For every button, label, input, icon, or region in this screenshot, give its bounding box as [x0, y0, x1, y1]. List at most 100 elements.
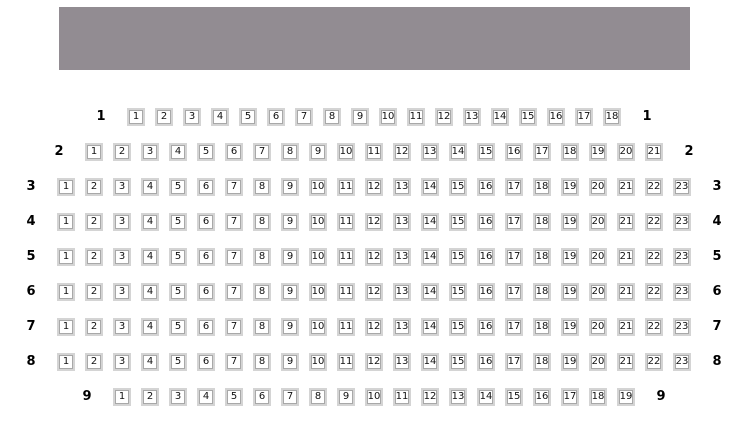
- seat[interactable]: 1: [85, 143, 103, 161]
- seat[interactable]: 14: [477, 388, 495, 406]
- seat[interactable]: 10: [379, 108, 397, 126]
- seat[interactable]: 5: [169, 178, 187, 196]
- seat[interactable]: 14: [421, 283, 439, 301]
- seat[interactable]: 13: [463, 108, 481, 126]
- seat[interactable]: 15: [449, 318, 467, 336]
- seat[interactable]: 4: [141, 178, 159, 196]
- seat[interactable]: 3: [113, 248, 131, 266]
- seat[interactable]: 10: [309, 213, 327, 231]
- seat[interactable]: 15: [477, 143, 495, 161]
- seat[interactable]: 8: [309, 388, 327, 406]
- seat[interactable]: 8: [253, 318, 271, 336]
- seat[interactable]: 15: [449, 353, 467, 371]
- seat[interactable]: 11: [337, 353, 355, 371]
- seat[interactable]: 18: [561, 143, 579, 161]
- seat[interactable]: 20: [589, 248, 607, 266]
- seat[interactable]: 5: [239, 108, 257, 126]
- seat[interactable]: 17: [505, 178, 523, 196]
- seat[interactable]: 13: [421, 143, 439, 161]
- seat[interactable]: 12: [365, 283, 383, 301]
- seat[interactable]: 19: [561, 178, 579, 196]
- seat[interactable]: 19: [561, 213, 579, 231]
- seat[interactable]: 18: [533, 283, 551, 301]
- seat[interactable]: 15: [519, 108, 537, 126]
- seat[interactable]: 8: [253, 353, 271, 371]
- seat[interactable]: 19: [617, 388, 635, 406]
- seat[interactable]: 16: [477, 248, 495, 266]
- seat[interactable]: 3: [113, 318, 131, 336]
- seat[interactable]: 21: [617, 213, 635, 231]
- seat[interactable]: 15: [505, 388, 523, 406]
- seat[interactable]: 21: [617, 318, 635, 336]
- seat[interactable]: 2: [85, 318, 103, 336]
- seat[interactable]: 21: [617, 178, 635, 196]
- seat[interactable]: 2: [155, 108, 173, 126]
- seat[interactable]: 6: [197, 178, 215, 196]
- seat[interactable]: 6: [197, 283, 215, 301]
- seat[interactable]: 20: [589, 178, 607, 196]
- seat[interactable]: 4: [169, 143, 187, 161]
- seat[interactable]: 12: [421, 388, 439, 406]
- seat[interactable]: 14: [421, 353, 439, 371]
- seat[interactable]: 4: [141, 248, 159, 266]
- seat[interactable]: 22: [645, 318, 663, 336]
- seat[interactable]: 23: [673, 213, 691, 231]
- seat[interactable]: 23: [673, 318, 691, 336]
- seat[interactable]: 6: [197, 318, 215, 336]
- seat[interactable]: 12: [365, 213, 383, 231]
- seat[interactable]: 2: [85, 353, 103, 371]
- seat[interactable]: 11: [337, 248, 355, 266]
- seat[interactable]: 2: [141, 388, 159, 406]
- seat[interactable]: 18: [603, 108, 621, 126]
- seat[interactable]: 5: [169, 283, 187, 301]
- seat[interactable]: 23: [673, 353, 691, 371]
- seat[interactable]: 21: [617, 353, 635, 371]
- seat[interactable]: 8: [253, 213, 271, 231]
- seat[interactable]: 12: [365, 248, 383, 266]
- seat[interactable]: 18: [533, 318, 551, 336]
- seat[interactable]: 6: [197, 353, 215, 371]
- seat[interactable]: 17: [561, 388, 579, 406]
- seat[interactable]: 3: [113, 213, 131, 231]
- seat[interactable]: 15: [449, 248, 467, 266]
- seat[interactable]: 5: [225, 388, 243, 406]
- seat[interactable]: 6: [267, 108, 285, 126]
- seat[interactable]: 23: [673, 283, 691, 301]
- seat[interactable]: 13: [393, 353, 411, 371]
- seat[interactable]: 20: [589, 283, 607, 301]
- seat[interactable]: 18: [533, 178, 551, 196]
- seat[interactable]: 13: [393, 213, 411, 231]
- seat[interactable]: 3: [113, 283, 131, 301]
- seat[interactable]: 16: [505, 143, 523, 161]
- seat[interactable]: 7: [281, 388, 299, 406]
- seat[interactable]: 12: [435, 108, 453, 126]
- seat[interactable]: 3: [169, 388, 187, 406]
- seat[interactable]: 1: [127, 108, 145, 126]
- seat[interactable]: 1: [57, 213, 75, 231]
- seat[interactable]: 12: [365, 353, 383, 371]
- seat[interactable]: 1: [57, 318, 75, 336]
- seat[interactable]: 9: [309, 143, 327, 161]
- seat[interactable]: 4: [141, 283, 159, 301]
- seat[interactable]: 1: [113, 388, 131, 406]
- seat[interactable]: 16: [533, 388, 551, 406]
- seat[interactable]: 1: [57, 353, 75, 371]
- seat[interactable]: 4: [197, 388, 215, 406]
- seat[interactable]: 17: [505, 283, 523, 301]
- seat[interactable]: 14: [421, 248, 439, 266]
- seat[interactable]: 5: [197, 143, 215, 161]
- seat[interactable]: 17: [575, 108, 593, 126]
- seat[interactable]: 16: [477, 283, 495, 301]
- seat[interactable]: 8: [253, 248, 271, 266]
- seat[interactable]: 11: [337, 178, 355, 196]
- seat[interactable]: 7: [225, 248, 243, 266]
- seat[interactable]: 19: [561, 248, 579, 266]
- seat[interactable]: 8: [323, 108, 341, 126]
- seat[interactable]: 16: [547, 108, 565, 126]
- seat[interactable]: 14: [449, 143, 467, 161]
- seat[interactable]: 4: [141, 318, 159, 336]
- seat[interactable]: 9: [281, 283, 299, 301]
- seat[interactable]: 22: [645, 283, 663, 301]
- seat[interactable]: 17: [533, 143, 551, 161]
- seat[interactable]: 18: [533, 353, 551, 371]
